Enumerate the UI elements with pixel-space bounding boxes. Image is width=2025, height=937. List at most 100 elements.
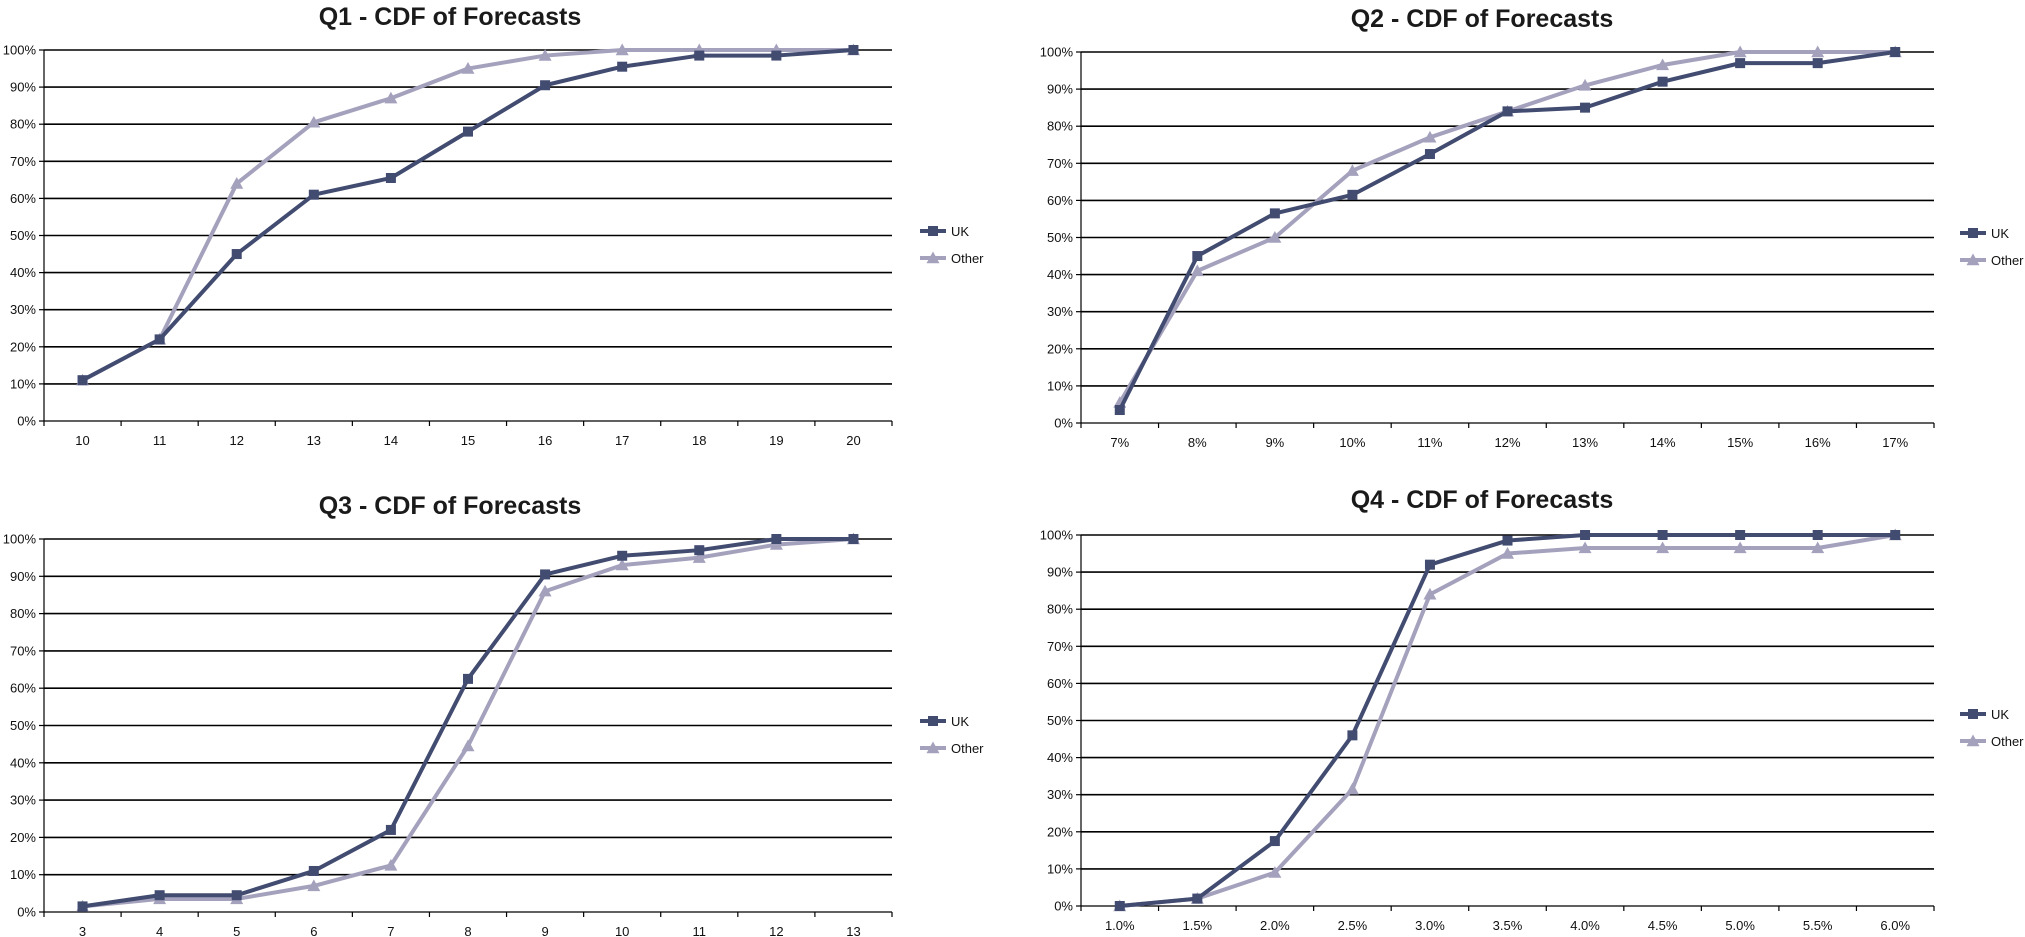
x-tick-label: 11 — [153, 433, 167, 448]
legend-marker — [1968, 228, 1978, 238]
data-point-uk — [617, 61, 628, 72]
y-tick-label: 30% — [1047, 787, 1073, 802]
series-line-other — [1118, 50, 1896, 404]
data-point-other — [1578, 541, 1592, 554]
series-line-other — [81, 48, 854, 382]
data-point-uk — [385, 172, 396, 183]
y-tick-label: 10% — [1047, 378, 1073, 393]
y-tick-label: 30% — [10, 302, 36, 317]
legend-label: Other — [951, 251, 984, 266]
legend-marker — [928, 226, 938, 236]
data-point-uk — [463, 673, 473, 684]
y-tick-label: 20% — [1047, 824, 1073, 839]
data-point-uk — [77, 901, 88, 912]
data-point-other — [1733, 45, 1747, 58]
y-tick-label: 20% — [10, 339, 36, 354]
legend-label: Other — [951, 741, 984, 756]
legend-marker — [928, 716, 938, 726]
data-point-other — [1656, 541, 1670, 554]
x-tick-label: 1.0% — [1105, 918, 1135, 933]
data-point-uk — [1812, 58, 1823, 69]
x-tick-label: 6.0% — [1880, 918, 1910, 933]
y-tick-label: 30% — [1047, 304, 1073, 319]
y-tick-label: 70% — [10, 643, 36, 658]
legend-label: UK — [1991, 707, 2009, 722]
y-tick-label: 20% — [10, 830, 36, 845]
y-tick-label: 30% — [10, 793, 36, 808]
y-tick-label: 50% — [10, 718, 36, 733]
x-tick-label: 20 — [846, 433, 860, 448]
data-point-uk — [154, 334, 165, 345]
chart-q4: Q4 - CDF of Forecasts 0% 10% 20% 30% 40% 50% 60… — [1040, 486, 2024, 933]
x-tick-label: 17 — [615, 433, 629, 448]
series-line-uk — [81, 48, 854, 382]
data-point-uk — [308, 865, 319, 876]
y-tick-label: 90% — [10, 569, 36, 584]
data-point-other — [307, 115, 321, 128]
data-point-uk — [231, 890, 242, 901]
legend-label: Other — [1991, 253, 2024, 268]
data-point-uk — [1114, 405, 1125, 416]
legend-marker — [1968, 709, 1978, 719]
y-tick-label: 80% — [1047, 602, 1073, 617]
data-point-other — [230, 177, 244, 189]
data-point-other — [384, 91, 398, 104]
data-point-uk — [1735, 530, 1746, 540]
y-tick-label: 10% — [1047, 861, 1073, 876]
x-tick-label: 9 — [541, 924, 548, 937]
legend-label: Other — [1991, 734, 2024, 749]
data-point-uk — [1657, 76, 1668, 87]
legend: UK Other — [920, 224, 984, 266]
x-tick-label: 13% — [1572, 435, 1598, 450]
y-tick-label: 70% — [10, 154, 36, 169]
chart-title: Q2 - CDF of Forecasts — [1351, 5, 1614, 33]
data-point-other — [1578, 78, 1592, 91]
chart-title: Q1 - CDF of Forecasts — [319, 3, 582, 31]
x-tick-label: 13 — [846, 924, 860, 937]
x-tick-label: 10 — [615, 924, 629, 937]
x-tick-label: 8% — [1188, 435, 1207, 450]
x-tick-label: 2.0% — [1260, 918, 1290, 933]
y-tick-label: 50% — [1047, 713, 1073, 728]
data-point-uk — [1347, 189, 1358, 200]
y-tick-label: 10% — [10, 376, 36, 391]
data-point-uk — [1192, 893, 1203, 904]
data-point-uk — [694, 50, 705, 61]
x-tick-label: 17% — [1882, 435, 1908, 450]
y-tick-label: 60% — [1047, 193, 1073, 208]
y-tick-label: 20% — [1047, 341, 1073, 356]
y-tick-label: 80% — [10, 606, 36, 621]
data-point-other — [1423, 130, 1437, 143]
data-point-other — [538, 584, 552, 597]
x-tick-label: 5.5% — [1803, 918, 1833, 933]
data-point-other — [692, 551, 706, 563]
data-point-uk — [1657, 530, 1668, 540]
x-tick-label: 12 — [769, 924, 783, 937]
y-tick-label: 40% — [10, 265, 36, 280]
data-point-other — [1268, 866, 1282, 878]
data-point-uk — [694, 545, 705, 556]
data-point-other — [615, 43, 629, 56]
x-tick-label: 1.5% — [1182, 918, 1212, 933]
x-tick-label: 3.5% — [1493, 918, 1523, 933]
x-tick-label: 15 — [461, 433, 475, 448]
x-tick-label: 7% — [1110, 435, 1129, 450]
data-point-uk — [1192, 251, 1203, 262]
data-point-uk — [1424, 149, 1435, 160]
data-point-uk — [1347, 730, 1358, 741]
data-point-other — [461, 62, 475, 74]
x-tick-label: 3 — [79, 924, 86, 937]
data-point-uk — [1269, 836, 1280, 847]
x-tick-label: 10% — [1339, 435, 1365, 450]
data-point-uk — [1502, 106, 1513, 117]
data-point-uk — [1114, 901, 1125, 911]
y-tick-label: 90% — [10, 80, 36, 95]
data-point-uk — [1269, 208, 1280, 219]
y-tick-label: 40% — [1047, 750, 1073, 765]
legend: UK Other — [1960, 226, 2024, 268]
x-tick-label: 18 — [692, 433, 706, 448]
y-tick-label: 80% — [10, 117, 36, 132]
data-point-uk — [848, 45, 859, 55]
chart-title: Q3 - CDF of Forecasts — [319, 492, 582, 520]
